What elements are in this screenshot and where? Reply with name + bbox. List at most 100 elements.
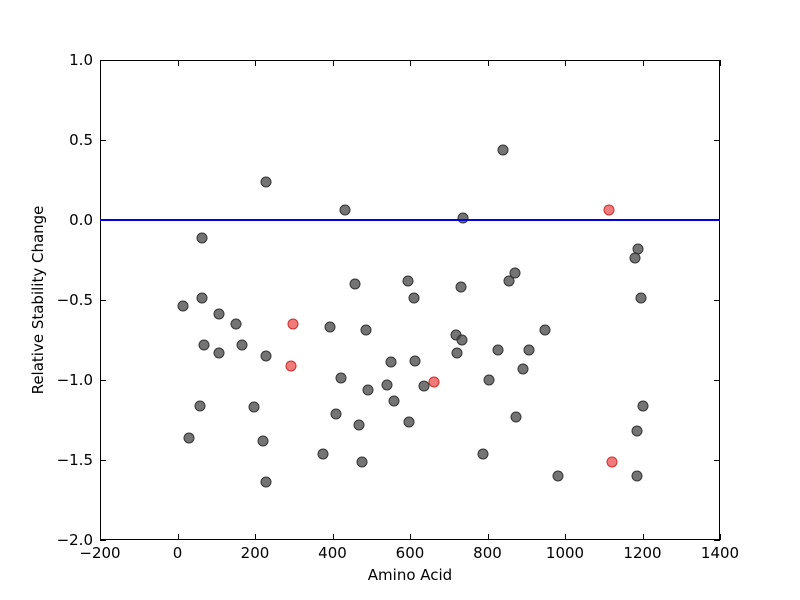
- scatter-point-gray: [497, 144, 509, 156]
- scatter-point-gray: [196, 292, 208, 304]
- scatter-point-gray: [177, 300, 189, 312]
- scatter-point-gray: [409, 355, 421, 367]
- x-tick-label: 200: [240, 544, 270, 562]
- scatter-point-gray: [353, 419, 365, 431]
- x-tick-mark: [332, 534, 334, 540]
- scatter-point-red: [606, 456, 618, 468]
- x-tick-mark-top: [255, 60, 256, 66]
- y-tick-mark-right: [714, 140, 720, 141]
- scatter-point-gray: [483, 374, 495, 386]
- y-tick-label: −0.5: [56, 291, 93, 309]
- scatter-point-gray: [198, 339, 210, 351]
- x-tick-mark: [565, 534, 566, 540]
- scatter-point-gray: [403, 416, 415, 428]
- zero-reference-line: [100, 219, 720, 221]
- y-tick-mark-right: [714, 60, 720, 61]
- scatter-point-gray: [183, 432, 195, 444]
- x-tick-mark-top: [720, 60, 721, 66]
- scatter-point-gray: [457, 212, 469, 224]
- scatter-point-gray: [477, 448, 489, 460]
- scatter-point-gray: [335, 372, 347, 384]
- scatter-point-gray: [629, 252, 641, 264]
- scatter-point-gray: [260, 350, 272, 362]
- x-tick-mark-top: [642, 60, 644, 66]
- x-tick-mark-top: [177, 60, 179, 66]
- x-tick-label: 600: [395, 544, 425, 562]
- scatter-point-gray: [517, 363, 529, 375]
- scatter-point-gray: [194, 400, 206, 412]
- y-tick-mark-right: [714, 300, 720, 301]
- scatter-point-gray: [539, 324, 551, 336]
- y-tick-mark-right: [714, 540, 720, 541]
- y-tick-mark: [100, 300, 106, 301]
- scatter-point-gray: [349, 278, 361, 290]
- y-tick-label: −2.0: [56, 531, 93, 549]
- y-tick-mark: [100, 60, 106, 61]
- scatter-point-red: [428, 376, 440, 388]
- x-tick-label: 0: [172, 544, 183, 562]
- scatter-point-gray: [381, 379, 393, 391]
- scatter-point-gray: [523, 344, 535, 356]
- y-tick-mark-right: [714, 460, 720, 461]
- scatter-point-gray: [635, 292, 647, 304]
- scatter-point-gray: [455, 281, 467, 293]
- y-tick-label: 1.0: [69, 51, 93, 69]
- scatter-point-gray: [492, 344, 504, 356]
- scatter-point-gray: [317, 448, 329, 460]
- x-tick-mark-top: [565, 60, 566, 66]
- scatter-point-gray: [385, 356, 397, 368]
- scatter-point-gray: [360, 324, 372, 336]
- scatter-point-gray: [631, 425, 643, 437]
- scatter-point-gray: [230, 318, 242, 330]
- x-axis-label: Amino Acid: [367, 566, 453, 584]
- y-tick-mark-right: [714, 380, 720, 381]
- scatter-point-gray: [503, 275, 515, 287]
- x-tick-label: 800: [473, 544, 502, 562]
- x-tick-mark: [177, 534, 179, 540]
- y-tick-label: −1.5: [56, 451, 93, 469]
- y-tick-mark: [100, 380, 106, 381]
- x-tick-label: 1200: [623, 544, 662, 562]
- x-tick-label: 1400: [700, 544, 740, 562]
- scatter-point-gray: [196, 232, 208, 244]
- x-tick-mark-top: [332, 60, 334, 66]
- scatter-point-gray: [510, 411, 522, 423]
- x-tick-mark: [100, 534, 101, 540]
- x-tick-label: 1000: [545, 544, 585, 562]
- x-tick-label: 400: [318, 544, 347, 562]
- x-tick-mark: [487, 534, 489, 540]
- x-tick-mark: [255, 534, 256, 540]
- scatter-point-gray: [213, 308, 225, 320]
- x-tick-mark: [642, 534, 644, 540]
- scatter-point-gray: [260, 476, 272, 488]
- scatter-point-gray: [260, 176, 272, 188]
- x-tick-mark-top: [100, 60, 101, 66]
- scatter-point-gray: [552, 470, 564, 482]
- scatter-point-red: [285, 360, 297, 372]
- scatter-point-gray: [418, 380, 430, 392]
- scatter-point-gray: [236, 339, 248, 351]
- scatter-point-gray: [402, 275, 414, 287]
- x-tick-mark-top: [410, 60, 411, 66]
- scatter-point-gray: [631, 470, 643, 482]
- scatter-point-gray: [451, 347, 463, 359]
- scatter-point-gray: [509, 267, 521, 279]
- scatter-point-gray: [257, 435, 269, 447]
- scatter-point-gray: [248, 401, 260, 413]
- scatter-point-gray: [362, 384, 374, 396]
- y-tick-mark: [100, 460, 106, 461]
- x-tick-label: −200: [79, 544, 121, 562]
- scatter-point-gray: [408, 292, 420, 304]
- scatter-point-gray: [356, 456, 368, 468]
- scatter-point-gray: [637, 400, 649, 412]
- scatter-point-gray: [324, 321, 336, 333]
- scatter-point-red: [603, 204, 615, 216]
- y-tick-mark: [100, 140, 106, 141]
- y-tick-label: −1.0: [56, 371, 93, 389]
- scatter-point-gray: [339, 204, 351, 216]
- y-tick-label: 0.5: [69, 131, 93, 149]
- x-tick-mark: [410, 534, 411, 540]
- x-tick-mark-top: [487, 60, 489, 66]
- x-tick-mark: [720, 534, 721, 540]
